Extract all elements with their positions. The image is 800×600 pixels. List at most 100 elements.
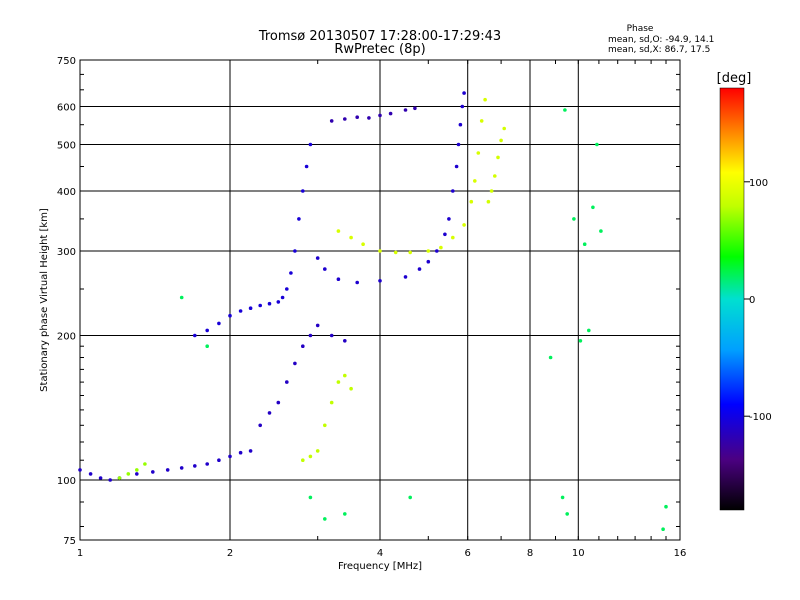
- data-point: [323, 517, 327, 521]
- data-point: [179, 295, 184, 300]
- data-point: [462, 91, 466, 95]
- data-point: [301, 189, 305, 193]
- colorbar-tick-label: 100: [749, 178, 768, 189]
- data-point: [403, 275, 408, 279]
- data-point: [343, 373, 347, 378]
- data-point: [117, 476, 122, 480]
- data-point: [458, 122, 463, 127]
- data-point: [217, 458, 221, 463]
- data-point: [483, 97, 487, 102]
- data-point: [388, 111, 393, 116]
- data-point: [349, 386, 353, 391]
- data-point: [258, 303, 263, 308]
- data-point: [664, 504, 668, 509]
- x-tick-label: 6: [465, 548, 471, 559]
- data-point: [135, 472, 139, 476]
- data-point: [355, 280, 360, 285]
- data-point: [329, 400, 334, 405]
- x-axis-label: Frequency [MHz]: [338, 561, 422, 572]
- data-point: [582, 242, 587, 246]
- data-point: [486, 199, 491, 204]
- data-point: [451, 235, 455, 240]
- data-point: [217, 321, 221, 326]
- data-point: [151, 470, 155, 474]
- data-point: [479, 119, 484, 123]
- data-point: [426, 259, 431, 264]
- data-point: [393, 250, 398, 255]
- data-point: [560, 495, 565, 500]
- data-point: [587, 328, 591, 333]
- data-point: [367, 116, 371, 120]
- data-point: [403, 108, 408, 112]
- data-point: [323, 267, 327, 271]
- data-point: [378, 279, 382, 283]
- data-point: [297, 217, 301, 221]
- y-tick-label: 200: [57, 332, 76, 343]
- data-point: [293, 361, 297, 366]
- data-point: [315, 256, 320, 260]
- data-point: [578, 339, 583, 343]
- data-point: [258, 423, 263, 428]
- data-point: [108, 478, 112, 482]
- data-point: [413, 106, 417, 111]
- data-point: [276, 400, 281, 405]
- data-point: [378, 249, 382, 253]
- data-point: [280, 295, 285, 300]
- x-tick-label: 10: [572, 548, 585, 559]
- y-tick-label: 300: [57, 247, 76, 258]
- x-tick-label: 1: [77, 548, 83, 559]
- data-point: [308, 454, 313, 459]
- data-point: [205, 328, 209, 333]
- data-point: [238, 450, 243, 455]
- x-tick-label: 2: [227, 548, 233, 559]
- data-point: [267, 301, 272, 306]
- data-point: [165, 468, 170, 472]
- x-tick-labels: 1 2 4 6 8 10 16: [77, 548, 687, 559]
- data-point: [502, 126, 507, 131]
- data-point: [361, 242, 365, 246]
- colorbar-tick-label: 0: [749, 295, 755, 306]
- data-point: [193, 464, 197, 468]
- data-point: [228, 313, 232, 318]
- data-point: [476, 151, 481, 155]
- data-point: [308, 495, 313, 500]
- data-point: [426, 249, 431, 253]
- data-point: [343, 512, 347, 516]
- data-point: [355, 115, 360, 119]
- data-point: [572, 217, 576, 221]
- data-point: [143, 462, 147, 466]
- data-point: [499, 138, 503, 143]
- data-point: [454, 164, 459, 169]
- x-tick-label: 8: [527, 548, 533, 559]
- data-point: [378, 113, 382, 118]
- data-point: [408, 250, 413, 255]
- data-points: [78, 91, 668, 531]
- y-tick-label: 500: [57, 141, 76, 152]
- data-point: [315, 449, 320, 453]
- colorbar-ticks: 100 0 -100: [744, 178, 772, 423]
- data-point: [451, 189, 455, 193]
- data-point: [462, 223, 466, 227]
- data-point: [228, 454, 232, 459]
- data-point: [193, 333, 197, 338]
- data-point: [315, 323, 320, 328]
- y-tick-labels: 75 100 200 300 400 500 600 750: [57, 56, 76, 547]
- data-point: [329, 119, 334, 123]
- data-point: [293, 249, 297, 253]
- data-point: [248, 306, 253, 311]
- data-point: [336, 277, 341, 282]
- data-point: [489, 189, 494, 193]
- colorbar-label: [deg]: [717, 71, 752, 86]
- data-point: [591, 205, 595, 210]
- phase-header: Phase: [627, 24, 654, 34]
- y-axis-label: Stationary phase Virtual Height [km]: [39, 208, 50, 392]
- data-point: [205, 344, 209, 349]
- colorbar-tick-label: -100: [749, 412, 772, 423]
- data-point: [267, 411, 272, 415]
- data-point: [285, 287, 289, 291]
- phase-stats-x: mean, sd,X: 86.7, 17.5: [608, 45, 710, 55]
- x-tick-label: 4: [377, 548, 383, 559]
- data-point: [447, 217, 451, 221]
- data-point: [336, 380, 341, 384]
